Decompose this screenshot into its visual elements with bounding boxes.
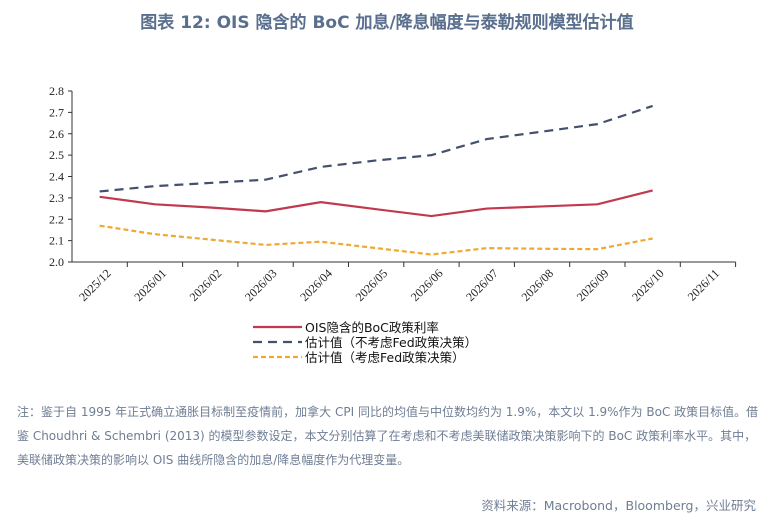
footnote: 注：鉴于自 1995 年正式确立通胀目标制至疫情前，加拿大 CPI 同比的均值与…	[17, 405, 759, 467]
y-tick-label: 2.2	[49, 212, 64, 226]
x-tick-label: 2026/10	[629, 266, 667, 304]
y-tick-label: 2.0	[49, 255, 64, 269]
x-tick-label: 2026/02	[187, 266, 225, 304]
x-tick-label: 2026/01	[131, 266, 169, 304]
legend-label-2: 估计值（考虑Fed政策决策）	[305, 350, 465, 365]
y-tick-label: 2.5	[49, 148, 64, 162]
legend-label-1: 估计值（不考虑Fed政策决策）	[305, 335, 477, 350]
x-tick-label: 2026/05	[353, 266, 391, 304]
chart-title: 图表 12: OIS 隐含的 BoC 加息/降息幅度与泰勒规则模型估计值	[140, 13, 634, 33]
y-tick-label: 2.7	[49, 105, 64, 119]
x-tick-label: 2026/06	[408, 266, 446, 304]
x-tick-label: 2026/03	[242, 266, 280, 304]
series-line-1	[99, 104, 653, 193]
y-tick-label: 2.8	[49, 84, 64, 98]
x-tick-label: 2026/08	[518, 266, 556, 304]
x-tick-label: 2026/11	[685, 266, 722, 303]
x-tick-label: 2026/09	[574, 266, 612, 304]
line-chart: 2.0 2.1 2.2 2.3 2.4 2.5 2.6 2.7 2.8 2025/12 2026/0…	[49, 84, 737, 365]
x-tick-label: 2026/07	[463, 266, 501, 304]
source-text: 资料来源：Macrobond，Bloomberg，兴业研究	[481, 498, 756, 513]
y-tick-label: 2.3	[49, 191, 64, 205]
y-tick-label: 2.1	[49, 234, 64, 248]
series-line-0	[99, 189, 653, 218]
x-tick-label: 2025/12	[76, 266, 114, 304]
y-tick-label: 2.6	[49, 127, 64, 141]
x-tick-label: 2026/04	[297, 266, 335, 304]
series-line-2	[99, 224, 653, 256]
y-tick-label: 2.4	[49, 170, 64, 184]
legend-label-0: OIS隐含的BoC政策利率	[305, 320, 439, 335]
